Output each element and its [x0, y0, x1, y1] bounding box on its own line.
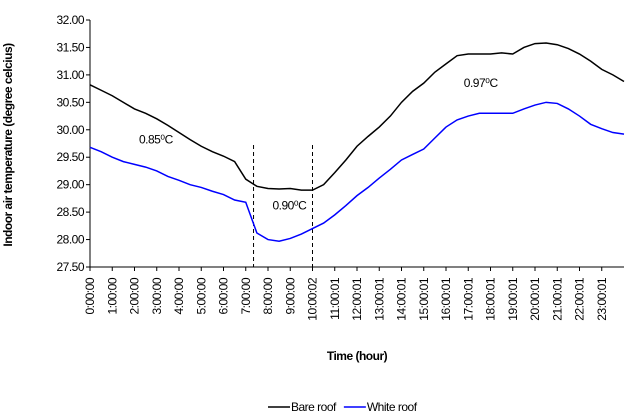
- y-axis-label: Indoor air temperature (degree celcius): [1, 43, 15, 247]
- x-tick-label: 21:00:01: [550, 277, 564, 321]
- legend-label: White roof: [367, 400, 418, 414]
- x-tick-label: 3:00:00: [150, 277, 164, 314]
- x-tick-label: 13:00:01: [372, 277, 386, 321]
- y-tick-label: 32.00: [56, 13, 84, 27]
- annotation: 0.90⁰C: [272, 198, 307, 212]
- x-tick-label: 14:00:01: [395, 277, 409, 321]
- y-tick-label: 31.00: [56, 68, 84, 82]
- y-tick-label: 29.50: [56, 150, 84, 164]
- y-tick-label: 29.00: [56, 178, 84, 192]
- x-tick-label: 7:00:00: [239, 277, 253, 314]
- annotation: 0.97⁰C: [464, 76, 499, 90]
- x-tick-label: 10:00:02: [306, 277, 320, 321]
- x-tick-label: 6:00:00: [217, 277, 231, 314]
- y-tick-label: 31.50: [56, 40, 84, 54]
- x-tick-label: 12:00:01: [350, 277, 364, 321]
- x-tick-label: 0:00:00: [83, 277, 97, 314]
- y-tick-label: 27.50: [56, 260, 84, 274]
- x-tick-label: 4:00:00: [172, 277, 186, 314]
- y-tick-label: 28.00: [56, 233, 84, 247]
- y-tick-label: 30.00: [56, 123, 84, 137]
- x-axis-label: Time (hour): [327, 349, 388, 363]
- x-tick-label: 11:00:01: [328, 277, 342, 320]
- data-line: [89, 101, 625, 242]
- x-tick-label: 19:00:01: [506, 277, 520, 321]
- x-tick-label: 22:00:01: [573, 277, 587, 321]
- x-tick-label: 2:00:00: [128, 277, 142, 314]
- x-tick-label: 23:00:01: [595, 277, 609, 321]
- y-tick-label: 28.50: [56, 205, 84, 219]
- data-line: [89, 42, 625, 191]
- x-tick-label: 9:00:00: [283, 277, 297, 314]
- x-tick-label: 18:00:01: [484, 277, 498, 321]
- x-tick-label: 16:00:01: [439, 277, 453, 321]
- x-tick-label: 17:00:01: [461, 277, 475, 321]
- x-tick-label: 20:00:01: [528, 277, 542, 321]
- x-tick-label: 1:00:00: [105, 277, 119, 314]
- x-tick-label: 8:00:00: [261, 277, 275, 314]
- legend-label: Bare roof: [291, 400, 337, 414]
- x-tick-label: 15:00:01: [417, 277, 431, 321]
- annotation: 0.85⁰C: [139, 133, 174, 147]
- y-tick-label: 30.50: [56, 95, 84, 109]
- x-tick-label: 5:00:00: [194, 277, 208, 314]
